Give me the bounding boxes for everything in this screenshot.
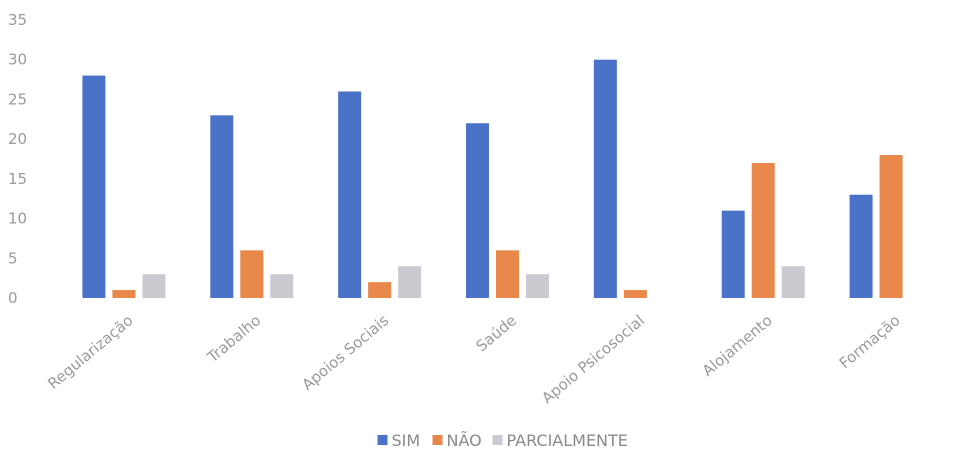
y-axis: 0 5 10 15 20 25 30 35 bbox=[8, 11, 27, 307]
x-category-label: Apoios Sociais bbox=[299, 311, 393, 394]
bar-parcialmente-1 bbox=[270, 274, 294, 298]
bar-sim-1 bbox=[210, 115, 234, 298]
legend: SIM NÃO PARCIALMENTE bbox=[377, 431, 628, 450]
bar-sim-5 bbox=[721, 210, 745, 298]
bar-parcialmente-5 bbox=[781, 266, 805, 298]
legend-swatch bbox=[432, 435, 443, 445]
x-category-label: Formação bbox=[836, 311, 904, 372]
y-tick-label: 10 bbox=[8, 210, 27, 228]
bar-parcialmente-0 bbox=[142, 274, 166, 298]
bar-sim-4 bbox=[593, 59, 617, 298]
bar-sim-6 bbox=[849, 194, 873, 298]
x-category-label: Apoio Psicosocial bbox=[538, 311, 648, 407]
y-tick-label: 15 bbox=[8, 170, 27, 188]
y-tick-label: 0 bbox=[8, 289, 18, 307]
bar-nao-4 bbox=[623, 290, 647, 298]
bars bbox=[82, 59, 903, 298]
legend-swatch bbox=[377, 435, 388, 445]
legend-label: SIM bbox=[392, 431, 421, 450]
y-tick-label: 35 bbox=[8, 11, 27, 29]
bar-nao-0 bbox=[112, 290, 136, 298]
x-category-label: Trabalho bbox=[203, 311, 264, 366]
legend-label: NÃO bbox=[447, 431, 482, 450]
bar-nao-5 bbox=[751, 162, 775, 298]
bar-nao-3 bbox=[496, 250, 519, 298]
x-category-label: Regularização bbox=[44, 311, 136, 393]
bar-nao-2 bbox=[368, 282, 392, 298]
bar-parcialmente-3 bbox=[526, 274, 549, 298]
bar-nao-1 bbox=[240, 250, 264, 298]
bar-sim-2 bbox=[338, 91, 362, 298]
bar-parcialmente-2 bbox=[398, 266, 422, 298]
bar-nao-6 bbox=[879, 155, 903, 298]
y-tick-label: 25 bbox=[8, 90, 27, 108]
y-tick-label: 30 bbox=[8, 51, 27, 69]
legend-swatch bbox=[492, 435, 503, 445]
bar-sim-0 bbox=[82, 75, 106, 298]
y-tick-label: 20 bbox=[8, 130, 27, 148]
bar-sim-3 bbox=[466, 123, 489, 298]
x-category-label: Alojamento bbox=[699, 311, 776, 380]
x-category-label: Saúde bbox=[473, 311, 521, 355]
y-tick-label: 5 bbox=[8, 249, 18, 267]
legend-label: PARCIALMENTE bbox=[507, 431, 628, 450]
x-axis-labels: Regularização Trabalho Apoios Sociais Saúde… bbox=[44, 311, 903, 407]
